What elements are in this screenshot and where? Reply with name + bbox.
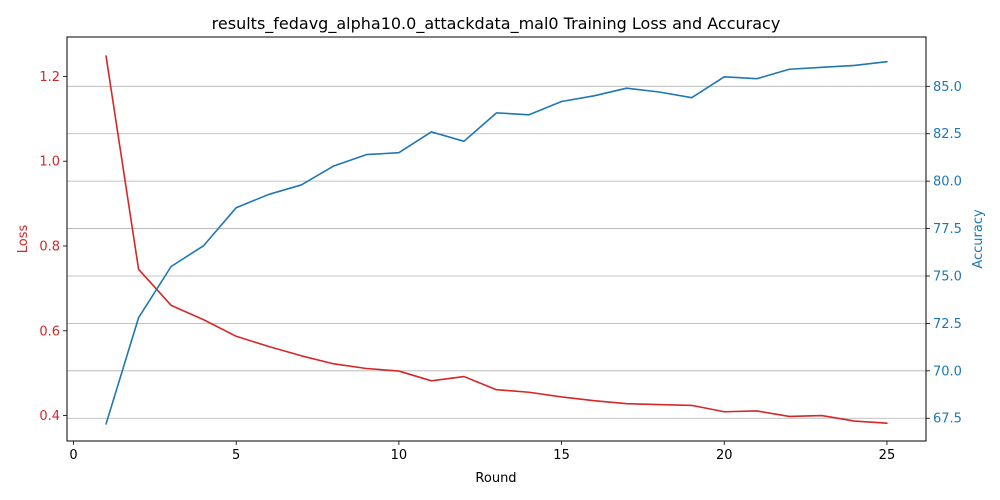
right-tick-label: 85.0 [933,80,962,95]
x-axis-label: Round [475,471,516,486]
grid-lines [67,85,926,419]
axis-ticks: 0 5 10 15 20 25 0.4 0.6 0.8 1.0 1.2 67.5 70.0 72.5 75.… [39,70,962,463]
x-tick-label: 25 [879,448,896,463]
chart-title: results_fedavg_alpha10.0_attackdata_mal0… [212,14,781,34]
left-tick-label: 0.6 [39,324,60,339]
left-tick-label: 1.0 [39,155,60,170]
left-tick-label: 0.8 [39,239,60,254]
right-tick-label: 67.5 [933,412,962,427]
right-tick-label: 72.5 [933,317,962,332]
accuracy-line [105,60,888,425]
right-tick-label: 82.5 [933,127,962,142]
x-tick-label: 5 [232,448,240,463]
left-tick-label: 1.2 [39,70,60,85]
left-axis-label: Loss [16,225,31,254]
right-axis-label: Accuracy [971,209,986,269]
right-tick-label: 70.0 [933,364,962,379]
series-lines [105,55,888,425]
x-tick-label: 0 [69,448,77,463]
right-tick-label: 75.0 [933,269,962,284]
left-tick-label: 0.4 [39,409,60,424]
x-tick-label: 20 [716,448,733,463]
x-tick-label: 15 [553,448,570,463]
right-tick-label: 80.0 [933,175,962,190]
right-tick-label: 77.5 [933,222,962,237]
plot-frame [66,36,927,442]
x-tick-label: 10 [391,448,408,463]
loss-line [105,55,888,425]
